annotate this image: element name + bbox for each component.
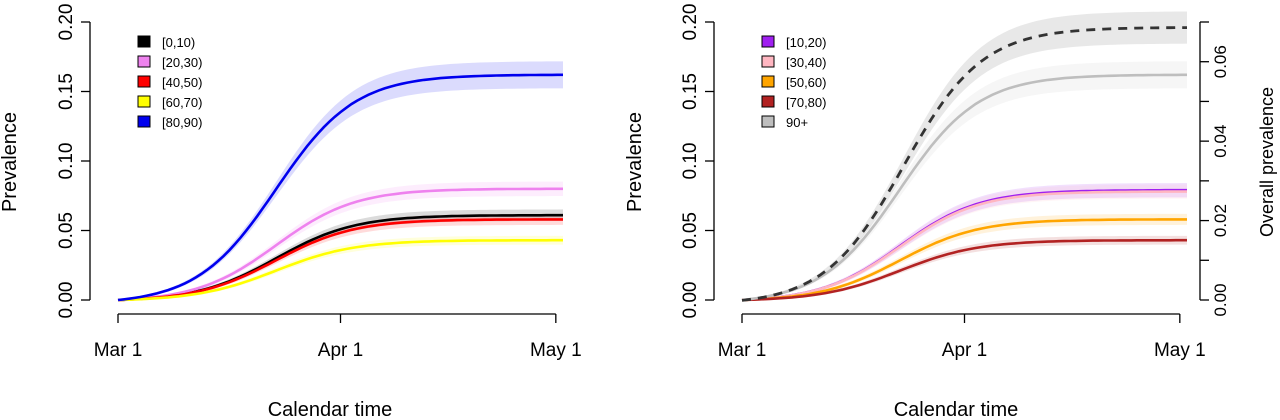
right-y-tick-label: 0.10 (680, 143, 701, 180)
right-y2-axis-title: Overall prevalence (1257, 87, 1277, 237)
left-series-line-3 (117, 238, 563, 302)
right-x-tick-label: May 1 (1154, 340, 1206, 361)
left-band-2 (118, 213, 563, 300)
left-band-4 (118, 61, 563, 300)
left-lines (117, 73, 563, 302)
left-series-line-2 (117, 218, 563, 302)
left-chart: 0.00 0.05 0.10 0.15 0.20 Mar 1 Apr 1 May 1 Cale… (0, 4, 582, 420)
right-band-2 (742, 213, 1187, 300)
left-legend-swatch-3 (137, 95, 151, 108)
right-band-3 (742, 235, 1187, 300)
right-y-tick-label: 0.15 (680, 73, 701, 110)
right-x-tick-label: Mar 1 (718, 340, 767, 361)
left-y-tick-label: 0.20 (56, 4, 77, 41)
left-y-tick-label: 0.05 (56, 212, 77, 249)
right-chart: 0.00 0.05 0.10 0.15 0.20 Mar 1 Apr 1 May 1 0.00 0… (624, 4, 1277, 420)
right-series-line-4 (741, 73, 1187, 302)
right-y-tick-label: 0.05 (680, 212, 701, 249)
right-legend-label-3: [70,80) (786, 95, 826, 110)
left-x-axis-title: Calendar time (268, 399, 393, 420)
right-y-tick-label: 0.00 (680, 282, 701, 319)
right-axes: 0.00 0.05 0.10 0.15 0.20 Mar 1 Apr 1 May 1 0.00 0… (680, 4, 1230, 361)
right-legend-swatch-3 (761, 95, 775, 108)
left-series-line-4 (117, 73, 563, 302)
right-x-axis-title: Calendar time (894, 399, 1019, 420)
right-series-line-3 (741, 238, 1187, 302)
right-y2-tick-label: 0.06 (1211, 45, 1230, 78)
right-y2-tick-label: 0.02 (1211, 204, 1230, 237)
left-series-line-0 (117, 213, 563, 302)
right-series-line-1 (741, 190, 1187, 302)
right-y2-tick-label: 0.00 (1211, 283, 1230, 316)
left-y-tick-label: 0.10 (56, 143, 77, 180)
left-series-line-1 (117, 187, 563, 302)
left-x-tick-label: Apr 1 (318, 340, 363, 361)
left-band-3 (118, 235, 563, 300)
right-legend-label-4: 90+ (786, 115, 808, 130)
right-lines (741, 26, 1187, 302)
left-legend-label-1: [20,30) (162, 55, 202, 70)
left-band-1 (118, 181, 563, 300)
left-legend-label-2: [40,50) (162, 75, 202, 90)
right-legend: [10,20) [30,40) [50,60) [70,80) 90+ (761, 35, 826, 130)
left-y-tick-label: 0.00 (56, 282, 77, 319)
right-y-axis-title: Prevalence (624, 112, 646, 212)
left-legend-swatch-2 (137, 75, 151, 88)
right-band-5 (742, 11, 1187, 300)
right-y2-tick-label: 0.04 (1211, 125, 1230, 158)
right-legend-swatch-0 (761, 35, 775, 48)
left-x-tick-label: May 1 (530, 340, 582, 361)
right-legend-label-1: [30,40) (786, 55, 826, 70)
right-series-line-2 (741, 218, 1187, 302)
right-band-4 (742, 61, 1187, 300)
left-y-tick-label: 0.15 (56, 73, 77, 110)
left-y-axis-title: Prevalence (0, 112, 21, 212)
right-x-tick-label: Apr 1 (942, 340, 987, 361)
right-legend-label-0: [10,20) (786, 35, 826, 50)
right-legend-swatch-1 (761, 55, 775, 68)
left-legend-swatch-1 (137, 55, 151, 68)
left-legend: [0,10) [20,30) [40,50) [60,70) [80,90) (137, 35, 202, 130)
right-legend-swatch-4 (761, 115, 775, 128)
right-band-0 (742, 183, 1187, 300)
left-legend-label-4: [80,90) (162, 115, 202, 130)
right-legend-swatch-2 (761, 75, 775, 88)
right-legend-label-2: [50,60) (786, 75, 826, 90)
right-y-tick-label: 0.20 (680, 4, 701, 41)
left-x-tick-label: Mar 1 (94, 340, 143, 361)
left-legend-swatch-4 (137, 115, 151, 128)
left-legend-swatch-0 (137, 35, 151, 48)
left-axes: 0.00 0.05 0.10 0.15 0.20 Mar 1 Apr 1 May 1 (56, 4, 582, 361)
left-legend-label-0: [0,10) (162, 35, 195, 50)
left-legend-label-3: [60,70) (162, 95, 202, 110)
